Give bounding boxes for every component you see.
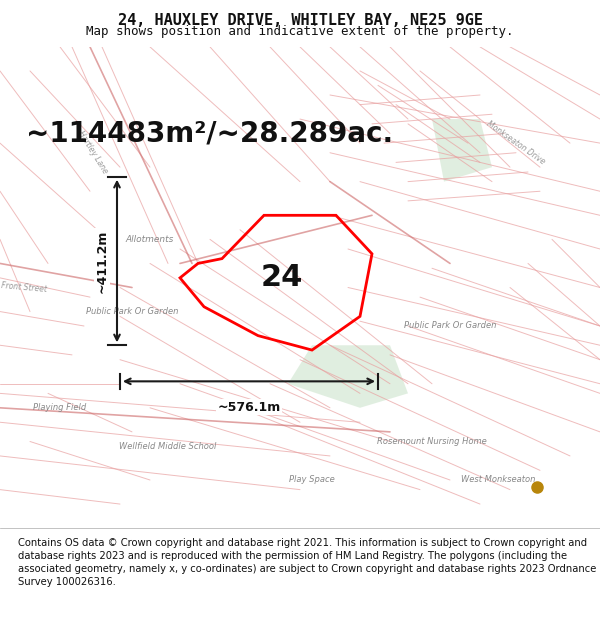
Text: ~114483m²/~28.289ac.: ~114483m²/~28.289ac. [26, 119, 394, 148]
Text: Monkseaton Drive: Monkseaton Drive [485, 119, 547, 167]
Text: Playing Field: Playing Field [34, 403, 86, 412]
Text: ~576.1m: ~576.1m [217, 401, 281, 414]
Text: Map shows position and indicative extent of the property.: Map shows position and indicative extent… [86, 26, 514, 39]
Text: Front Street: Front Street [1, 281, 47, 294]
Text: West Monkseaton: West Monkseaton [461, 476, 535, 484]
Text: Public Park Or Garden: Public Park Or Garden [86, 307, 178, 316]
Text: Wellfield Middle School: Wellfield Middle School [119, 442, 217, 451]
Text: Public Park Or Garden: Public Park Or Garden [404, 321, 496, 331]
Text: Play Space: Play Space [289, 476, 335, 484]
Text: 24: 24 [261, 263, 303, 292]
Polygon shape [288, 345, 408, 408]
Text: Hartley Lane: Hartley Lane [76, 130, 110, 176]
Polygon shape [432, 119, 492, 182]
Text: 24, HAUXLEY DRIVE, WHITLEY BAY, NE25 9GE: 24, HAUXLEY DRIVE, WHITLEY BAY, NE25 9GE [118, 13, 482, 28]
Text: ~411.2m: ~411.2m [95, 229, 109, 292]
Text: Contains OS data © Crown copyright and database right 2021. This information is : Contains OS data © Crown copyright and d… [18, 538, 596, 588]
Text: Allotments: Allotments [126, 235, 174, 244]
Text: Rosemount Nursing Home: Rosemount Nursing Home [377, 437, 487, 446]
